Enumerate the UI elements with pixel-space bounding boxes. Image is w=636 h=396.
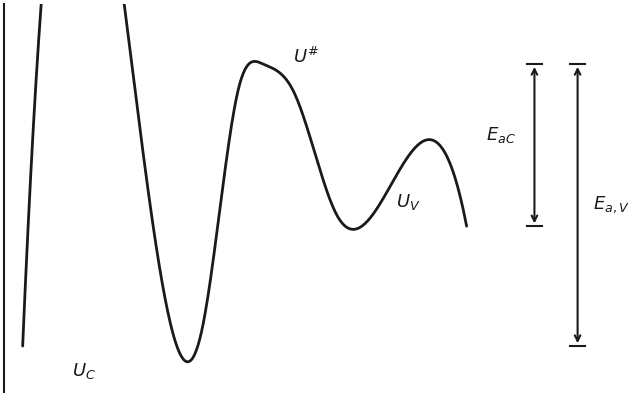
Text: $E_{aC}$: $E_{aC}$ (486, 125, 515, 145)
Text: $U^{\#}$: $U^{\#}$ (293, 47, 319, 67)
Text: $U_C$: $U_C$ (73, 361, 96, 381)
Text: $E_{a,V}$: $E_{a,V}$ (593, 195, 630, 215)
Text: $U_V$: $U_V$ (396, 192, 420, 211)
